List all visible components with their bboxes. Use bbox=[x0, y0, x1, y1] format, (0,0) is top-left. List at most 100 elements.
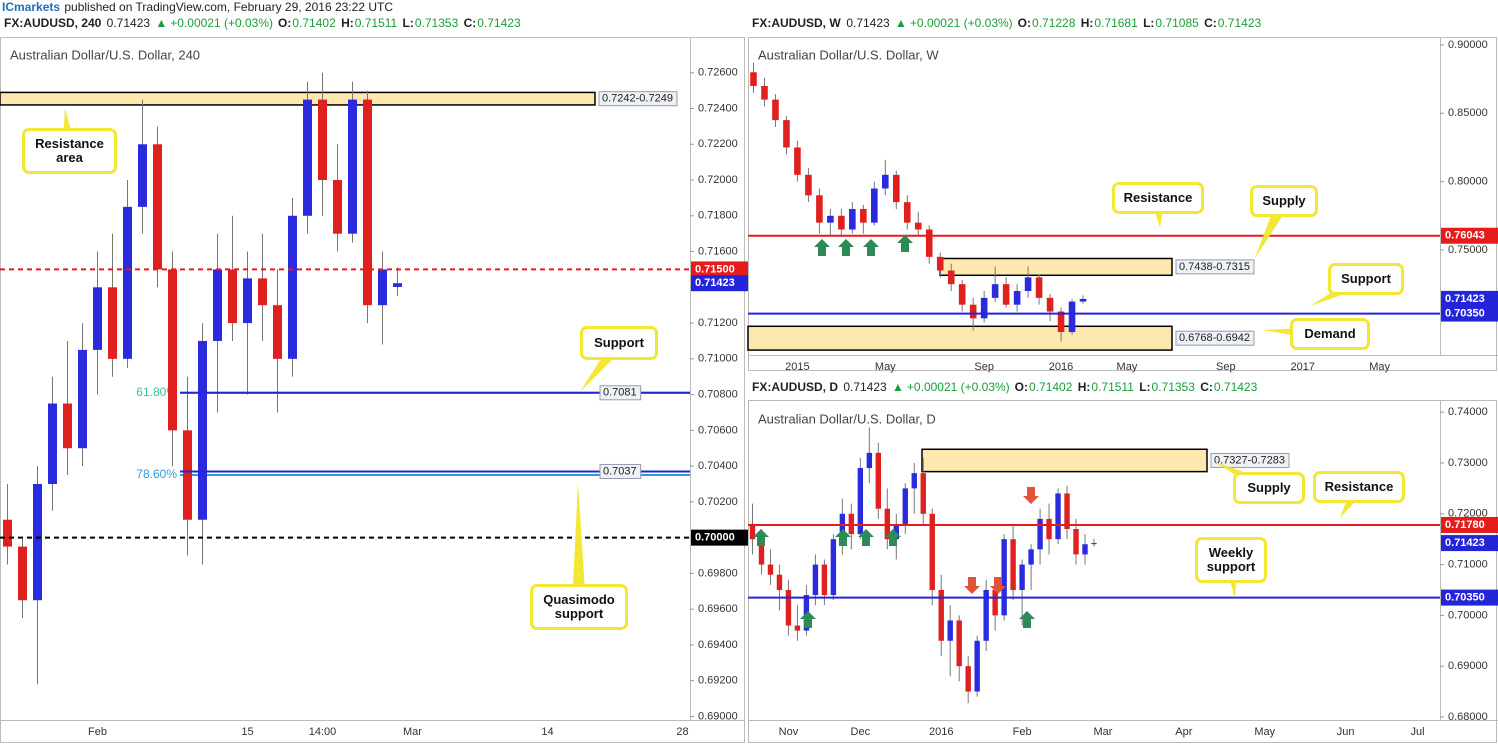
y-tick-label: 0.69600 bbox=[698, 603, 738, 615]
zone-label: 0.6768-0.6942 bbox=[1179, 332, 1250, 344]
candle-body bbox=[1046, 518, 1052, 540]
zone bbox=[939, 257, 1173, 277]
x-tick-label: 15 bbox=[241, 726, 253, 738]
y-tick-label: 0.71600 bbox=[698, 245, 738, 257]
arrow-icon bbox=[800, 611, 816, 628]
candle-body bbox=[1013, 291, 1021, 305]
candle-body bbox=[902, 488, 908, 524]
candle-body bbox=[1057, 311, 1065, 333]
y-tick-label: 0.70800 bbox=[698, 388, 738, 400]
callout: Resistance bbox=[1112, 182, 1204, 214]
price-tag bbox=[691, 275, 748, 292]
candle-body bbox=[827, 215, 834, 223]
candle-body bbox=[213, 269, 222, 341]
candle-body bbox=[3, 519, 12, 547]
candle-body bbox=[991, 284, 999, 298]
level-tag bbox=[599, 463, 642, 479]
arrow-icon bbox=[1019, 611, 1035, 628]
symbol: FX:AUDUSD, 240 bbox=[4, 16, 102, 30]
arrow-icon bbox=[964, 577, 980, 594]
published-info: published on TradingView.com, February 2… bbox=[64, 0, 393, 14]
candle-body bbox=[849, 208, 856, 230]
change-icon: ▲ bbox=[892, 380, 904, 394]
ohlc-label: C: bbox=[464, 16, 477, 30]
y-tick-label: 0.70000 bbox=[1448, 609, 1488, 621]
y-tick-label: 0.72600 bbox=[698, 67, 738, 79]
y-tick-label: 0.71000 bbox=[698, 353, 738, 365]
y-tick-label: 0.69800 bbox=[698, 567, 738, 579]
callout: Supply bbox=[1250, 185, 1318, 217]
candle-body bbox=[980, 297, 988, 319]
candle-body bbox=[348, 99, 357, 234]
ohlc-value: 0.71228 bbox=[1032, 16, 1076, 30]
ohlc-value: 0.71423 bbox=[1218, 16, 1262, 30]
price-tag bbox=[1441, 305, 1498, 322]
ohlc-label: O: bbox=[1015, 380, 1028, 394]
zone-label: 0.7438-0.7315 bbox=[1179, 261, 1250, 273]
ohlc-label: L: bbox=[1143, 16, 1154, 30]
candle-body bbox=[318, 99, 327, 181]
candle-body bbox=[838, 215, 845, 230]
candle-body bbox=[772, 99, 779, 121]
callout: Quasimodo support bbox=[530, 584, 628, 630]
candle-body bbox=[1064, 493, 1070, 530]
candle-body bbox=[1082, 544, 1088, 555]
candle-body bbox=[857, 468, 864, 535]
candle-body bbox=[805, 174, 812, 196]
candle-body bbox=[1037, 518, 1043, 550]
candle-body bbox=[794, 625, 801, 631]
y-tick-label: 0.75000 bbox=[1448, 244, 1488, 256]
candle-body bbox=[138, 144, 147, 207]
candle-body bbox=[1091, 543, 1097, 545]
ohlc-value: 0.71681 bbox=[1094, 16, 1138, 30]
ohlc-label: C: bbox=[1200, 380, 1213, 394]
last-price: 0.71423 bbox=[107, 16, 151, 30]
candle-body bbox=[108, 287, 117, 359]
ohlc-value: 0.71402 bbox=[292, 16, 336, 30]
candle-body bbox=[303, 99, 312, 216]
price-tag bbox=[1441, 290, 1498, 307]
candle-body bbox=[821, 564, 828, 596]
candle-body bbox=[830, 539, 837, 596]
candle-body bbox=[992, 589, 998, 616]
x-tick-label: Mar bbox=[403, 726, 422, 738]
arrow-icon bbox=[835, 529, 851, 546]
ohlc-label: H: bbox=[1078, 380, 1091, 394]
candle-body bbox=[761, 85, 768, 100]
x-tick-label: 2017 bbox=[1290, 361, 1314, 373]
candle-body bbox=[1035, 277, 1043, 298]
y-tick-label: 0.71200 bbox=[698, 317, 738, 329]
candle-body bbox=[925, 229, 933, 257]
price-tag bbox=[1441, 516, 1498, 533]
symbol: FX:AUDUSD, D bbox=[752, 380, 838, 394]
candle-body bbox=[78, 349, 87, 449]
candle-body bbox=[258, 278, 267, 306]
candle-body bbox=[929, 513, 935, 590]
callout: Support bbox=[1328, 263, 1404, 295]
x-tick-label: May bbox=[1369, 361, 1390, 373]
candle-body bbox=[839, 513, 846, 540]
ohlc-label: C: bbox=[1204, 16, 1217, 30]
candle-body bbox=[848, 513, 855, 535]
publisher[interactable]: ICmarkets bbox=[2, 0, 60, 14]
y-tick-label: 0.72400 bbox=[698, 102, 738, 114]
callout: Weekly support bbox=[1195, 537, 1267, 583]
candle-body bbox=[63, 403, 72, 449]
candle-body bbox=[183, 430, 192, 520]
candle-body bbox=[969, 304, 977, 319]
candle-body bbox=[1073, 529, 1079, 555]
x-tick-label: Jun bbox=[1337, 726, 1355, 738]
ohlc-label: L: bbox=[1139, 380, 1150, 394]
candle-body bbox=[893, 523, 899, 540]
change-icon: ▲ bbox=[895, 16, 907, 30]
candle-body bbox=[333, 180, 342, 234]
arrow-icon bbox=[897, 235, 913, 252]
level-tag bbox=[599, 385, 642, 401]
candle-body bbox=[920, 473, 926, 514]
candle-body bbox=[1055, 493, 1061, 540]
candle-body bbox=[93, 287, 102, 350]
y-tick-label: 0.70200 bbox=[698, 496, 738, 508]
x-tick-label: 2016 bbox=[929, 726, 953, 738]
candle-body bbox=[871, 188, 878, 223]
